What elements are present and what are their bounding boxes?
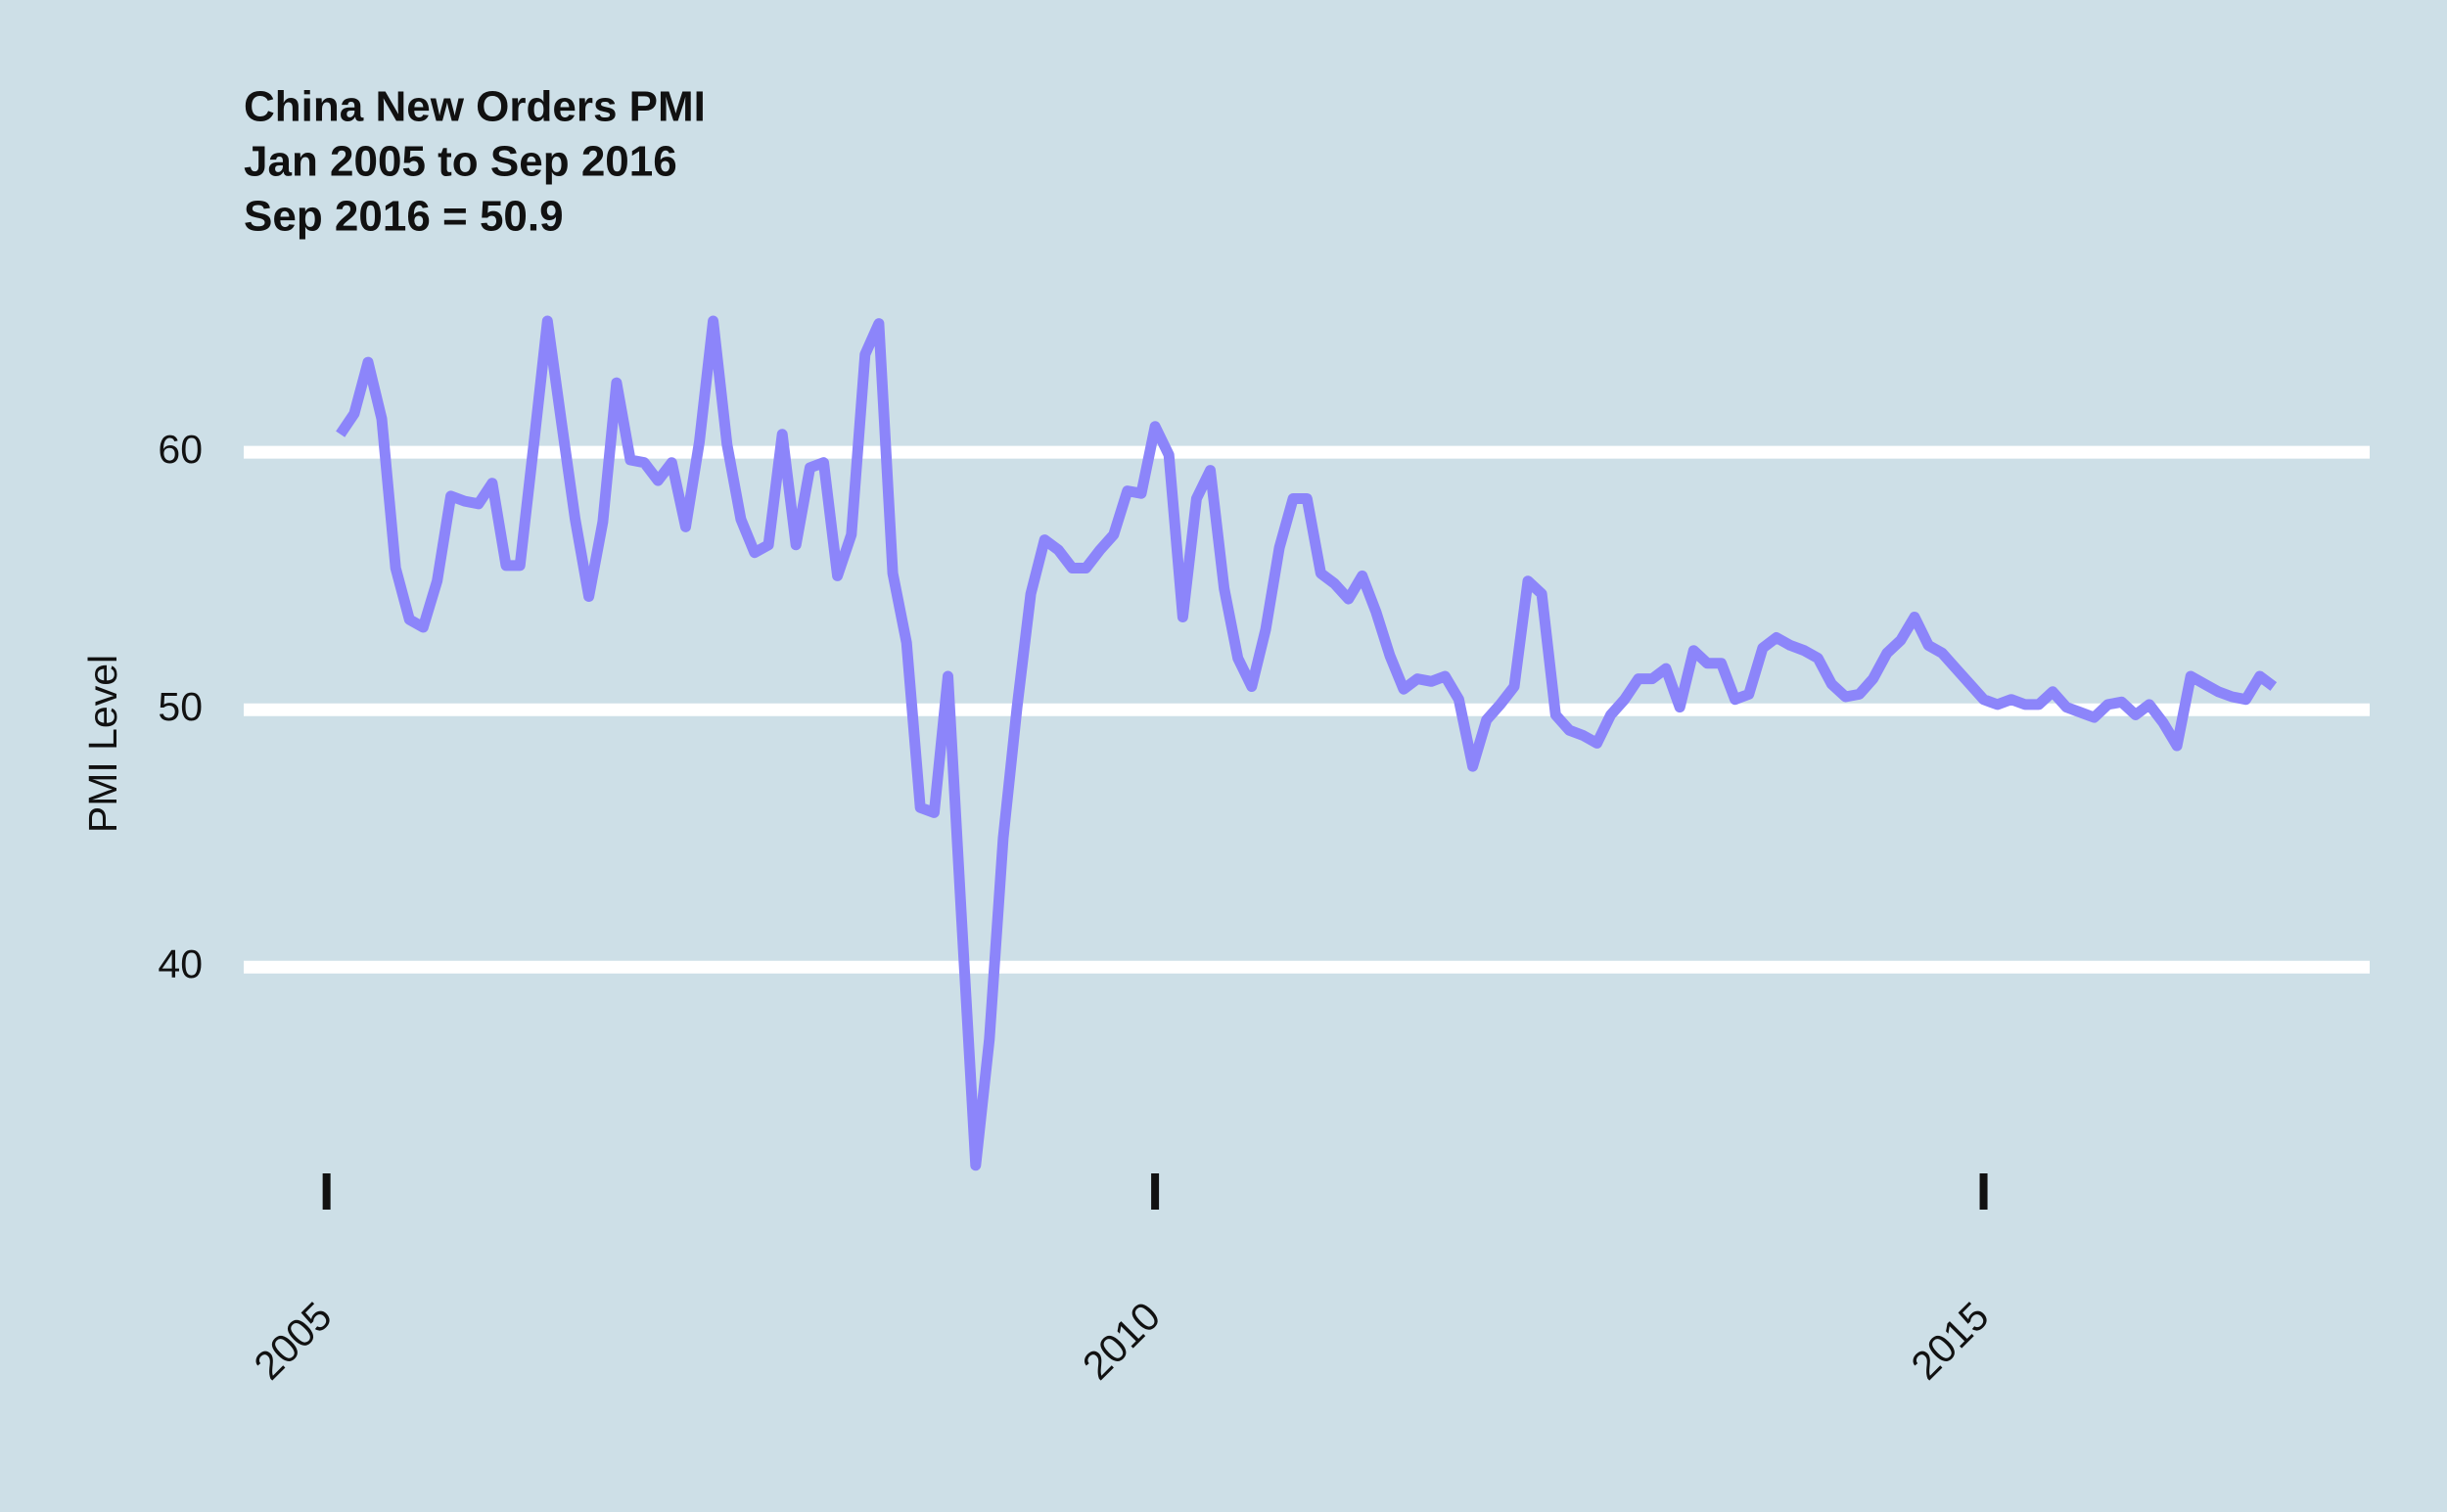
chart-subtitle: Sep 2016 = 50.9 [244,193,564,241]
y-axis-label: PMI Level [80,655,125,833]
chart-title: China New Orders PMI [244,83,706,131]
y-tick-label: 50 [158,684,203,729]
y-tick-label: 60 [158,427,203,472]
data-line [336,315,2278,1171]
chart-subtitle: Jan 2005 to Sep 2016 [244,138,677,186]
y-tick-label: 40 [158,941,203,986]
